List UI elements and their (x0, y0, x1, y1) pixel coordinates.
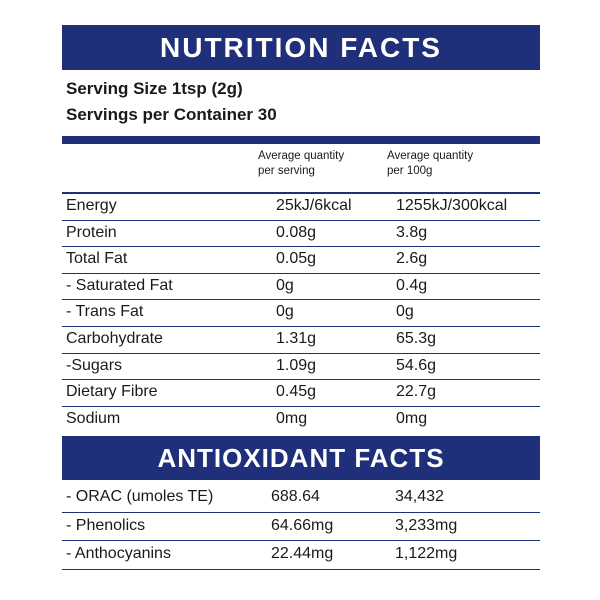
nutrient-per-100g: 22.7g (396, 383, 437, 401)
nutrient-per-100g: 54.6g (396, 356, 437, 374)
antioxidant-per-100g: 3,233mg (395, 516, 458, 534)
antioxidant-facts-title: ANTIOXIDANT FACTS (62, 436, 540, 481)
nutrient-per-serving: 25kJ/6kcal (276, 197, 352, 214)
col-per-serving-header: Average quantity per serving (258, 150, 345, 177)
table-row: - Anthocyanins 22.44mg 1,122mg (62, 541, 540, 569)
nutrient-name: Carbohydrate (66, 329, 163, 347)
nutrient-name: Dietary Fibre (66, 383, 158, 401)
nutrient-per-100g: 1255kJ/300kcal (396, 197, 508, 214)
table-row: Carbohydrate 1.31g 65.3g (62, 327, 540, 353)
table-row: - ORAC (umoles TE) 688.64 34,432 (62, 484, 540, 512)
serving-size: Serving Size 1tsp (2g) (66, 79, 243, 98)
column-headers: Average quantity per serving Average quan… (62, 144, 540, 192)
nutrition-facts-title: NUTRITION FACTS (62, 25, 540, 70)
nutrient-per-serving: 0.05g (276, 250, 317, 268)
nutrient-per-serving: 0g (276, 303, 294, 321)
nutrient-per-100g: 65.3g (396, 329, 437, 347)
antioxidant-per-100g: 34,432 (395, 488, 444, 506)
nutrient-name: - Trans Fat (66, 303, 144, 321)
table-row: Sodium 0mg 0mg (62, 407, 540, 433)
row-divider (62, 325, 540, 327)
nutrient-name: Energy (66, 197, 117, 214)
row-divider (62, 568, 540, 570)
table-row: - Trans Fat 0g 0g (62, 300, 540, 326)
nutrient-per-serving: 0.45g (276, 383, 317, 401)
nutrient-per-serving: 0.08g (276, 223, 317, 241)
col-per-100g-header: Average quantity per 100g (387, 150, 474, 177)
antioxidant-per-serving: 22.44mg (271, 545, 334, 563)
row-divider (62, 219, 540, 221)
table-row: - Saturated Fat 0g 0.4g (62, 274, 540, 300)
table-row: -Sugars 1.09g 54.6g (62, 354, 540, 380)
serving-info: Serving Size 1tsp (2g) Servings per Cont… (62, 70, 540, 136)
nutrient-name: - Saturated Fat (66, 276, 173, 294)
antioxidant-name: - Phenolics (66, 516, 146, 534)
nutrient-per-serving: 0g (276, 276, 294, 294)
nutrient-per-serving: 1.31g (276, 329, 317, 347)
nutrient-name: Protein (66, 223, 117, 241)
table-row: Protein 0.08g 3.8g (62, 221, 540, 247)
nutrient-per-100g: 0mg (396, 409, 428, 427)
antioxidant-per-100g: 1,122mg (395, 545, 458, 563)
row-divider (62, 299, 540, 301)
row-divider (62, 405, 540, 407)
nutrient-per-100g: 0g (396, 303, 414, 321)
divider-thick (62, 136, 540, 144)
servings-per-container: Servings per Container 30 (66, 105, 277, 124)
table-row: Dietary Fibre 0.45g 22.7g (62, 380, 540, 406)
antioxidant-name: - Anthocyanins (66, 545, 171, 563)
row-divider (62, 246, 540, 248)
antioxidant-per-serving: 688.64 (271, 488, 320, 506)
antioxidant-table: - ORAC (umoles TE) 688.64 34,432 - Pheno… (62, 484, 540, 570)
nutrient-table: Energy 25kJ/6kcal 1255kJ/300kcal Protein… (62, 194, 540, 432)
row-divider (62, 540, 540, 542)
row-divider (62, 352, 540, 354)
table-row: Total Fat 0.05g 2.6g (62, 247, 540, 273)
table-row: Energy 25kJ/6kcal 1255kJ/300kcal (62, 194, 540, 220)
nutrient-per-100g: 3.8g (396, 223, 428, 241)
row-divider (62, 379, 540, 381)
nutrition-panel: NUTRITION FACTS Serving Size 1tsp (2g) S… (62, 25, 540, 570)
nutrient-per-serving: 0mg (276, 409, 308, 427)
divider (62, 192, 540, 194)
row-divider (62, 272, 540, 274)
nutrient-name: Total Fat (66, 250, 128, 268)
row-divider (62, 511, 540, 513)
antioxidant-per-serving: 64.66mg (271, 516, 334, 534)
nutrient-per-100g: 2.6g (396, 250, 428, 268)
nutrient-name: Sodium (66, 409, 121, 427)
antioxidant-name: - ORAC (umoles TE) (66, 488, 214, 506)
nutrient-per-serving: 1.09g (276, 356, 317, 374)
nutrient-per-100g: 0.4g (396, 276, 428, 294)
table-row: - Phenolics 64.66mg 3,233mg (62, 513, 540, 541)
nutrient-name: -Sugars (66, 356, 123, 374)
